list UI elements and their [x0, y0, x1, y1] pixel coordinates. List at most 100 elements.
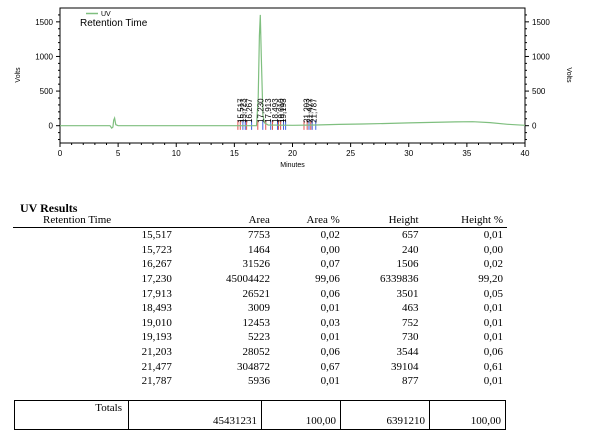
cell-retention-time: 21,203	[141, 346, 172, 359]
totals-area-pct: 100,00	[261, 400, 341, 430]
col-header-area-pct: Area %	[273, 214, 344, 228]
cell-area-pct: 0,03	[320, 316, 340, 329]
table-row: 17,913 26521 0,06 3501 0,05	[13, 286, 507, 301]
col-header-height-pct: Height %	[422, 214, 507, 228]
peak-label: 15,723	[239, 98, 248, 123]
results-body: 15,517 7753 0,02 657 0,01 15,723 1464 0,00 240 0,…	[13, 228, 507, 389]
peak-label: 21,203	[302, 98, 311, 123]
x-tick-label: 5	[116, 149, 121, 158]
y-tick-label-left: 0	[49, 122, 54, 131]
table-row: 19,193 5223 0,01 730 0,01	[13, 330, 507, 345]
x-tick-label: 15	[230, 149, 239, 158]
y-tick-label-right: 1500	[532, 18, 550, 27]
peak-label: 21,787	[309, 98, 318, 123]
cell-area-pct: 0,01	[320, 331, 340, 344]
cell-height-pct: 0,01	[483, 316, 503, 329]
table-row: 21,787 5936 0,01 877 0,01	[13, 374, 507, 389]
cell-area: 45004422	[225, 273, 270, 286]
cell-area-pct: 0,02	[320, 229, 340, 242]
totals-area: 45431231	[128, 400, 262, 430]
cell-height: 463	[402, 302, 419, 315]
peak-label: 17,913	[264, 98, 273, 123]
peak-label: 21,477	[306, 98, 315, 123]
cell-height-pct: 0,01	[483, 229, 503, 242]
cell-area: 304872	[236, 360, 270, 373]
x-tick-label: 25	[346, 149, 355, 158]
cell-retention-time: 15,723	[141, 243, 172, 256]
y-tick-label-left: 1500	[35, 18, 53, 27]
series-line-uv	[60, 14, 526, 129]
cell-area: 3009	[247, 302, 270, 315]
cell-height-pct: 0,00	[483, 243, 503, 256]
cell-retention-time: 21,787	[141, 375, 172, 388]
legend: UV	[86, 11, 111, 18]
x-tick-label: 35	[462, 149, 471, 158]
peak-label: 17,230	[256, 98, 265, 123]
y-tick-label-right: 0	[532, 122, 537, 131]
col-header-height: Height	[343, 214, 423, 228]
cell-height-pct: 0,01	[483, 331, 503, 344]
y-tick-label-left: 500	[40, 87, 54, 96]
cell-height: 39104	[391, 360, 419, 373]
cell-area: 12453	[242, 316, 270, 329]
cell-retention-time: 15,517	[141, 229, 172, 242]
chromatogram-chart: 0 5 10 15 20 25 30 35 40 0 0 500 500 1000 1000 1500 1500…	[15, 7, 572, 169]
table-row: 17,230 45004422 99,06 6339836 99,20	[13, 272, 507, 287]
cell-retention-time: 18,493	[141, 302, 172, 315]
totals-label: Totals	[14, 400, 129, 430]
cell-height-pct: 0,01	[483, 302, 503, 315]
table-row: 15,517 7753 0,02 657 0,01	[13, 228, 507, 243]
cell-height-pct: 0,01	[483, 375, 503, 388]
peak-label: 19,010	[277, 98, 286, 123]
cell-height: 3501	[396, 287, 419, 300]
cell-area-pct: 0,67	[320, 360, 340, 373]
totals-row: Totals 45431231 100,00 6391210 100,00	[14, 400, 506, 430]
cell-height: 1506	[396, 258, 419, 271]
cell-area-pct: 0,07	[320, 258, 340, 271]
cell-retention-time: 17,913	[141, 287, 172, 300]
table-row: 15,723 1464 0,00 240 0,00	[13, 243, 507, 258]
col-header-area: Area	[185, 214, 274, 228]
cell-height: 877	[402, 375, 419, 388]
cell-area-pct: 0,06	[320, 346, 340, 359]
table-row: 21,203 28052 0,06 3544 0,06	[13, 345, 507, 360]
y-axis-label-left: Volts	[15, 67, 22, 83]
y-axis-label-right: Volts	[565, 67, 572, 83]
axis-ticks: 0 5 10 15 20 25 30 35 40 0 0 500 500 1000 1000 1500 1500	[35, 14, 550, 158]
cell-height-pct: 0,05	[483, 287, 503, 300]
peak-label: 19,193	[279, 98, 288, 123]
cell-height: 3544	[396, 346, 419, 359]
results-table: Retention Time Area Area % Height Height…	[13, 214, 507, 389]
results-title: UV Results	[20, 201, 78, 215]
cell-height-pct: 0,06	[483, 346, 503, 359]
cell-height-pct: 0,02	[483, 258, 503, 271]
table-row: 16,267 31526 0,07 1506 0,02	[13, 257, 507, 272]
cell-height: 657	[402, 229, 419, 242]
totals-height: 6391210	[340, 400, 430, 430]
y-tick-label-right: 1000	[532, 52, 550, 61]
table-row: 18,493 3009 0,01 463 0,01	[13, 301, 507, 316]
plot-title: Retention Time	[80, 18, 148, 29]
cell-area: 26521	[242, 287, 270, 300]
cell-area-pct: 0,01	[320, 302, 340, 315]
cell-height: 730	[402, 331, 419, 344]
x-tick-label: 30	[404, 149, 413, 158]
peak-label: 15,517	[236, 98, 245, 123]
cell-area: 7753	[247, 229, 270, 242]
totals-height-pct: 100,00	[429, 400, 506, 430]
cell-retention-time: 17,230	[141, 273, 172, 286]
x-axis-label: Minutes	[280, 162, 305, 169]
cell-height: 240	[402, 243, 419, 256]
cell-area-pct: 0,01	[320, 375, 340, 388]
cell-retention-time: 21,477	[141, 360, 172, 373]
legend-label-uv: UV	[101, 11, 111, 18]
cell-height: 6339836	[380, 273, 419, 286]
peak-label: 18,493	[271, 98, 280, 123]
col-header-retention-time: Retention Time	[13, 214, 186, 228]
cell-height: 752	[402, 316, 419, 329]
cell-area: 1464	[247, 243, 270, 256]
cell-area: 5936	[247, 375, 270, 388]
totals-table: Totals 45431231 100,00 6391210 100,00	[14, 400, 506, 430]
cell-retention-time: 19,010	[141, 316, 172, 329]
